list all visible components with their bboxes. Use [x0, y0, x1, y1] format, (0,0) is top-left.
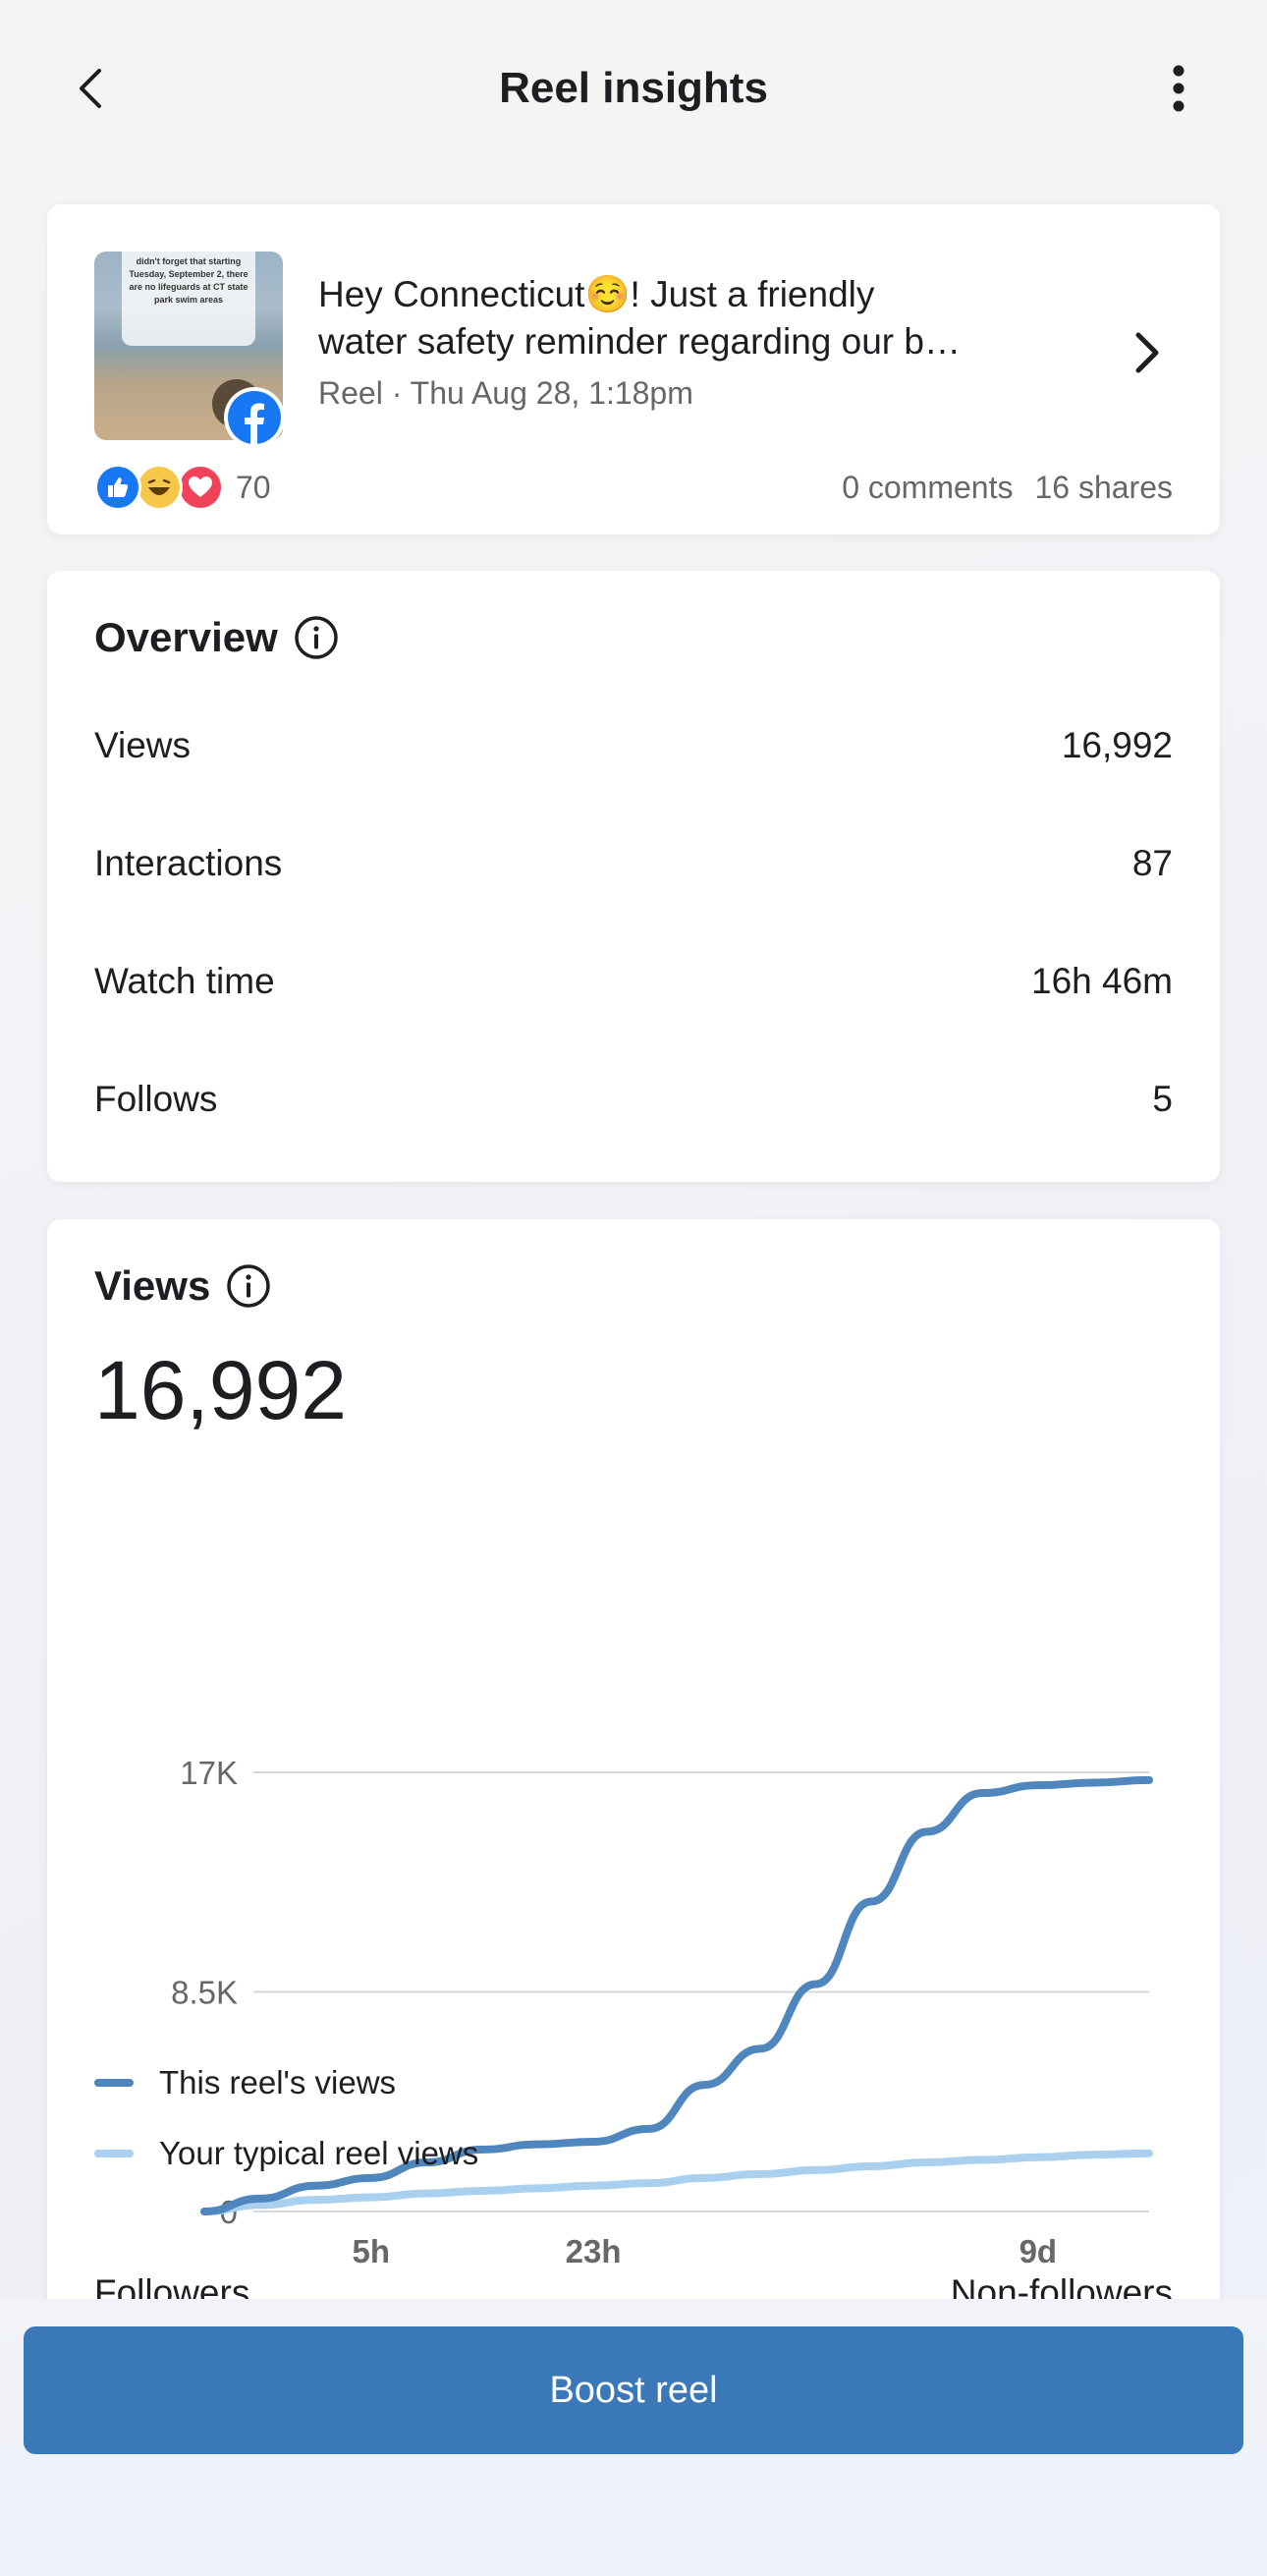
x-tick-label: 9d: [1019, 2233, 1058, 2269]
overview-value: 16,992: [1061, 725, 1173, 765]
overview-label: Follows: [94, 1079, 218, 1119]
engagement-stats: 0 comments 16 shares: [820, 468, 1173, 507]
overview-row-watch-time[interactable]: Watch time 16h 46m: [94, 958, 1173, 1005]
series-line-typical: [200, 2149, 1153, 2215]
post-caption-line-1: Hey Connecticut☺️! Just a friendly: [318, 274, 875, 314]
overview-title-text: Overview: [94, 614, 278, 660]
open-post-button[interactable]: [1128, 318, 1167, 387]
top-bar: Reel insights: [0, 0, 1267, 182]
like-icon: [94, 464, 141, 511]
info-icon[interactable]: [294, 615, 339, 660]
chevron-right-icon: [1135, 332, 1159, 373]
y-tick-label: 8.5K: [171, 1975, 238, 2011]
post-caption-line-2: water safety reminder regarding our b…: [318, 321, 961, 362]
more-vertical-icon: [1173, 65, 1184, 112]
series-line-this-reel: [200, 1775, 1153, 2215]
overview-value: 87: [1131, 843, 1173, 883]
overview-row-follows[interactable]: Follows 5: [94, 1076, 1173, 1123]
post-summary-card[interactable]: didn't forget that starting Tuesday, Sep…: [47, 204, 1220, 534]
overview-value: 16h 46m: [1031, 961, 1173, 1001]
chevron-left-icon: [80, 69, 101, 108]
overview-title: Overview: [94, 612, 339, 663]
haha-icon: [136, 464, 183, 511]
love-icon: [177, 464, 224, 511]
x-tick-label: 23h: [566, 2233, 622, 2269]
views-title: Views: [94, 1260, 271, 1312]
reactions-summary[interactable]: 70: [94, 462, 271, 513]
more-options-button[interactable]: [1149, 59, 1208, 118]
facebook-icon: [228, 391, 281, 444]
overview-label: Interactions: [94, 843, 283, 883]
views-total: 16,992: [94, 1344, 347, 1436]
x-tick-label: 5h: [353, 2233, 391, 2269]
y-tick-label: 17K: [180, 1755, 238, 1791]
views-title-text: Views: [94, 1262, 211, 1309]
reaction-count: 70: [236, 469, 271, 505]
facebook-badge: [224, 387, 285, 448]
overview-value: 5: [1152, 1079, 1173, 1119]
legend-label: Your typical reel views: [159, 2135, 479, 2171]
legend-typical: Your typical reel views: [94, 2135, 478, 2172]
post-meta: Reel · Thu Aug 28, 1:18pm: [318, 375, 693, 411]
comments-count[interactable]: 0 comments: [842, 470, 1014, 505]
shares-count[interactable]: 16 shares: [1034, 470, 1173, 505]
back-button[interactable]: [61, 59, 120, 118]
overview-label: Watch time: [94, 961, 275, 1001]
legend-swatch: [94, 2150, 134, 2157]
boost-reel-button[interactable]: Boost reel: [24, 2326, 1243, 2454]
page-title: Reel insights: [499, 64, 768, 112]
info-icon[interactable]: [226, 1263, 271, 1309]
overview-row-interactions[interactable]: Interactions 87: [94, 840, 1173, 887]
legend-swatch: [94, 2079, 134, 2087]
thumbnail-caption: didn't forget that starting Tuesday, Sep…: [122, 252, 255, 346]
post-caption: Hey Connecticut☺️! Just a friendly water…: [318, 271, 1133, 365]
bottom-action-bar: Boost reel: [0, 2299, 1267, 2576]
overview-label: Views: [94, 725, 192, 765]
overview-row-views[interactable]: Views 16,992: [94, 722, 1173, 769]
legend-label: This reel's views: [159, 2064, 397, 2100]
overview-card: Overview Views 16,992 Interactions 87 Wa…: [47, 571, 1220, 1182]
legend-this-reel: This reel's views: [94, 2064, 396, 2101]
